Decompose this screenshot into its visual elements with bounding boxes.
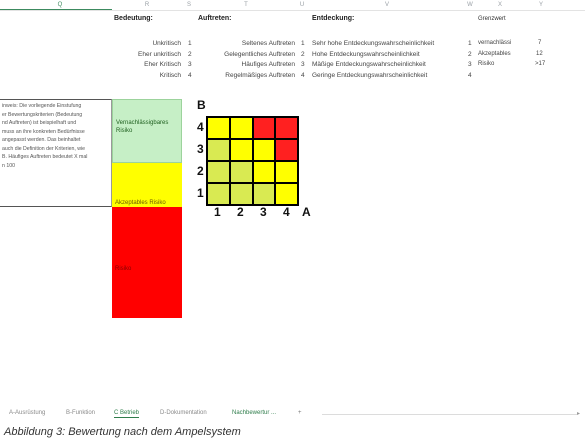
sheet-tab-d-dokumentation[interactable]: D-Dokumentation xyxy=(160,410,207,416)
auftreten-value: 2 xyxy=(301,51,305,58)
band-acceptable-label: Akzeptables Risiko xyxy=(115,200,166,206)
auftreten-value: 3 xyxy=(301,61,305,68)
band-risk: Risiko xyxy=(112,207,182,318)
bedeutung-value: 4 xyxy=(188,72,192,79)
band-negligible-label-line1: Vernachlässigbares xyxy=(116,120,169,126)
matrix-row-label: 3 xyxy=(197,142,204,156)
hint-line: angepasst werden. Das beinhaltet xyxy=(2,137,81,143)
matrix-cell-green xyxy=(229,161,253,183)
auftreten-label: Häufiges Auftreten xyxy=(241,61,295,68)
header-grenzwert: Grenzwert xyxy=(478,16,506,22)
band-negligible-risk: Vernachlässigbares Risiko xyxy=(112,99,182,163)
matrix-cell-yellow xyxy=(275,161,298,183)
matrix-cell-yellow xyxy=(207,117,230,139)
hint-line: er Bewertungskriterien (Bedeutung xyxy=(2,111,83,118)
horizontal-scrollbar[interactable] xyxy=(322,414,577,415)
risk-matrix xyxy=(206,116,299,206)
hint-line: nd Auftreten) ist beispielhaft und xyxy=(2,120,77,126)
entdeckung-label: Geringe Entdeckungswahrscheinlichkeit xyxy=(312,72,428,79)
column-header-y[interactable]: Y xyxy=(538,2,544,8)
column-header-x[interactable]: X xyxy=(497,2,503,8)
band-negligible-label-line2: Risiko xyxy=(116,128,133,134)
matrix-cell-yellow xyxy=(252,161,276,183)
sheet-tab-b-funktion[interactable]: B-Funktion xyxy=(66,410,96,416)
matrix-axis-b-label: B xyxy=(197,98,206,112)
hint-line: n 100 xyxy=(2,162,15,169)
entdeckung-label: Mäßige Entdeckungswahrscheinlichkeit xyxy=(312,61,426,68)
matrix-cell-yellow xyxy=(252,139,276,161)
hint-text: inweis: Die vorliegende Einstufung er Be… xyxy=(2,102,110,170)
grenzwert-value: 12 xyxy=(536,51,543,57)
auftreten-label: Gelegentliches Auftreten xyxy=(224,51,295,58)
matrix-cell-yellow xyxy=(275,183,298,205)
matrix-cell-red xyxy=(275,139,298,161)
bedeutung-label: Unkritisch xyxy=(152,40,181,47)
column-header-t[interactable]: T xyxy=(244,2,248,8)
matrix-row-label: 2 xyxy=(197,164,204,178)
grenzwert-value: 7 xyxy=(538,40,542,46)
column-header-v[interactable]: V xyxy=(384,2,390,8)
sheet-tab-bar: A-Ausrüstung B-Funktion C Betrieb D-Doku… xyxy=(0,410,585,422)
matrix-cell-green xyxy=(207,161,230,183)
auftreten-value: 1 xyxy=(301,40,305,47)
matrix-col-label: 1 xyxy=(214,205,221,219)
matrix-row-label: 1 xyxy=(197,186,204,200)
matrix-axis-a-label: A xyxy=(302,205,311,219)
matrix-col-label: 3 xyxy=(260,205,267,219)
grenzwert-value: >17 xyxy=(535,61,546,67)
matrix-cell-yellow xyxy=(229,139,253,161)
add-sheet-button[interactable]: + xyxy=(298,410,302,416)
column-header-q[interactable]: Q xyxy=(57,2,63,8)
entdeckung-label: Hohe Entdeckungswahrscheinlichkeit xyxy=(312,51,420,58)
bedeutung-label: Eher unkritisch xyxy=(138,51,181,58)
header-bedeutung: Bedeutung: xyxy=(114,15,153,22)
sheet-tab-a-ausruestung[interactable]: A-Ausrüstung xyxy=(9,410,46,416)
bedeutung-value: 3 xyxy=(188,61,192,68)
grenzwert-label: Akzeptables xyxy=(478,51,511,57)
band-risk-label: Risiko xyxy=(115,266,132,272)
matrix-cell-green xyxy=(207,183,230,205)
bedeutung-value: 2 xyxy=(188,51,192,58)
matrix-col-label: 2 xyxy=(237,205,244,219)
bedeutung-value: 1 xyxy=(188,40,192,47)
grenzwert-label: Risiko xyxy=(478,61,495,67)
matrix-cell-green xyxy=(207,139,230,161)
column-header-bar: Q R S T U V W X Y xyxy=(0,0,585,11)
auftreten-label: Seltenes Auftreten xyxy=(241,40,295,47)
matrix-cell-red xyxy=(275,117,298,139)
entdeckung-value: 2 xyxy=(468,51,472,58)
auftreten-label: Regelmäßiges Auftreten xyxy=(225,72,295,79)
sheet-tab-nachbewertung[interactable]: Nachbewertur ... xyxy=(232,410,277,416)
hint-line: B. Häufiges Auftreten bedeutet X mal xyxy=(2,154,88,160)
scroll-right-icon[interactable]: ▸ xyxy=(577,411,581,417)
hint-line: inweis: Die vorliegende Einstufung xyxy=(2,103,82,109)
entdeckung-value: 3 xyxy=(468,61,472,68)
figure-caption: Abbildung 3: Bewertung nach dem Ampelsys… xyxy=(4,426,241,438)
bedeutung-label: Kritisch xyxy=(159,72,181,79)
matrix-cell-yellow xyxy=(229,117,253,139)
entdeckung-label: Sehr hohe Entdeckungswahrscheinlichkeit xyxy=(312,40,435,47)
matrix-cell-green xyxy=(252,183,276,205)
hint-line: muss an ihre konkreten Bedürfnisse xyxy=(2,128,85,135)
matrix-row-label: 4 xyxy=(197,120,204,134)
column-header-s[interactable]: S xyxy=(186,2,192,8)
bedeutung-label: Eher Kritisch xyxy=(144,61,181,68)
grenzwert-label: vernachlässi xyxy=(478,40,512,46)
matrix-col-label: 4 xyxy=(283,205,290,219)
entdeckung-value: 1 xyxy=(468,40,472,47)
column-header-u[interactable]: U xyxy=(299,2,305,8)
matrix-cell-red xyxy=(252,117,276,139)
column-header-w[interactable]: W xyxy=(467,2,473,8)
column-header-r[interactable]: R xyxy=(144,2,150,8)
matrix-cell-green xyxy=(229,183,253,205)
entdeckung-value: 4 xyxy=(468,72,472,79)
sheet-tab-c-betrieb[interactable]: C Betrieb xyxy=(114,410,140,418)
hint-text-box[interactable]: inweis: Die vorliegende Einstufung er Be… xyxy=(0,99,112,207)
header-entdeckung: Entdeckung: xyxy=(312,15,355,22)
band-acceptable-risk: Akzeptables Risiko xyxy=(112,163,182,207)
selected-column-indicator xyxy=(0,9,112,10)
header-auftreten: Auftreten: xyxy=(198,15,232,22)
hint-line: auch die Definition der Kriterien, wie xyxy=(2,145,86,152)
auftreten-value: 4 xyxy=(301,72,305,79)
